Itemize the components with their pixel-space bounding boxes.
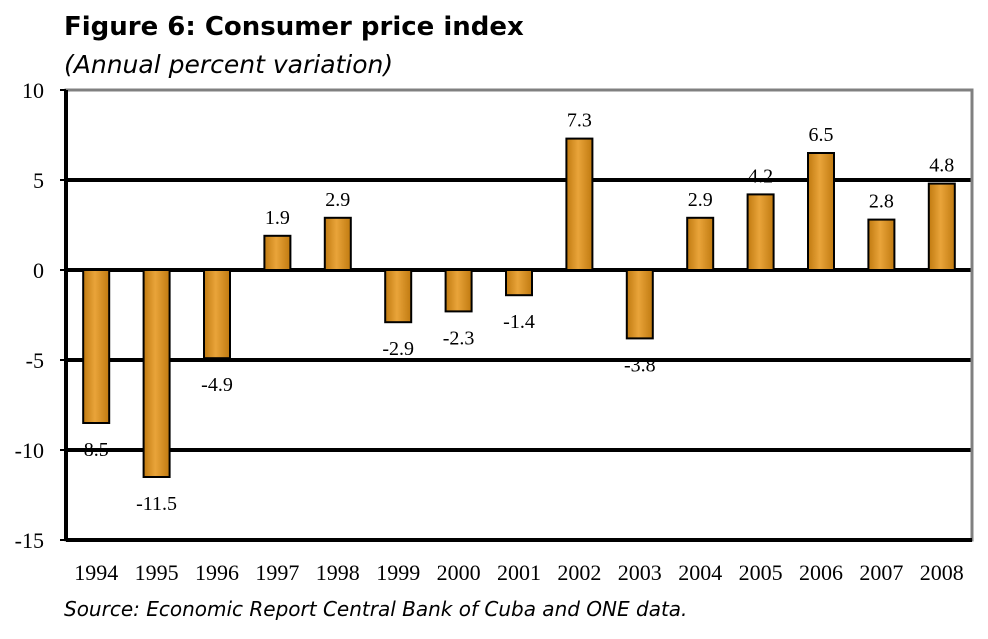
x-tick-label: 1997 [255,560,299,585]
data-label: 6.5 [809,124,834,146]
chart-title: Figure 6: Consumer price index [64,12,524,42]
x-tick-label: 2003 [618,560,662,585]
chart-subtitle: (Annual percent variation) [64,50,394,79]
bar-2003 [625,269,654,340]
data-label: -11.5 [136,493,177,515]
x-tick-label: 1995 [135,560,179,585]
bar-1998 [323,216,352,272]
bar-2001 [505,269,533,297]
x-tick-label: 2007 [859,560,903,585]
y-tick-label: 5 [33,168,44,193]
bar-2002 [565,137,594,271]
source-note: Source: Economic Report Central Bank of … [64,597,688,621]
y-tick-label: -5 [26,348,44,373]
data-label: -2.3 [443,327,475,349]
data-label: 8.5 [84,439,109,461]
x-tick-label: 1998 [316,560,360,585]
bar-2000 [444,269,473,313]
data-label: -2.9 [382,338,414,360]
bar-1996 [203,269,231,360]
data-label: 4.8 [929,155,954,177]
bar-2005 [746,193,775,271]
data-label: -3.8 [624,354,656,376]
x-tick-label: 1996 [195,560,239,585]
data-label: 7.3 [567,110,592,132]
x-tick-label: 2000 [437,560,481,585]
bar-1995 [142,269,171,478]
bar-2006 [807,152,835,271]
bar-2008 [927,182,956,272]
data-label: 1.9 [265,207,290,229]
bar-1999 [384,269,413,324]
x-tick-label: 2002 [557,560,601,585]
data-label: -4.9 [201,374,233,396]
data-label: -1.4 [503,311,535,333]
bar-1997 [263,234,292,272]
y-tick-label: -15 [15,528,44,553]
x-tick-label: 2004 [678,560,722,585]
bar-1994 [82,269,111,424]
x-tick-label: 2001 [497,560,541,585]
x-tick-label: 1994 [74,560,118,585]
bar-2004 [686,216,715,272]
x-tick-label: 1999 [376,560,420,585]
data-label: 2.9 [688,189,713,211]
y-tick-label: 0 [33,258,44,283]
y-tick-label: 10 [22,78,44,103]
data-label: 2.9 [325,189,350,211]
x-tick-label: 2005 [739,560,783,585]
x-tick-label: 2008 [920,560,964,585]
data-label: 4.2 [748,165,773,187]
y-tick-label: -10 [15,438,44,463]
data-label: 2.8 [869,191,894,213]
bar-2007 [867,218,896,272]
x-tick-label: 2006 [799,560,843,585]
